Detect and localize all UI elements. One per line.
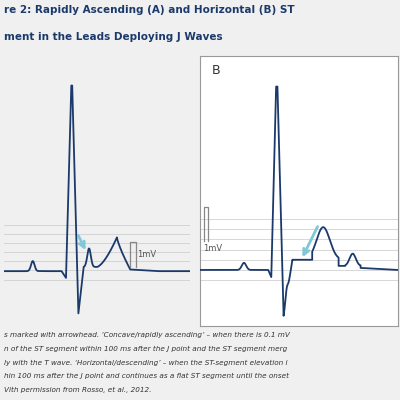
Text: n of the ST segment within 100 ms after the J point and the ST segment merg: n of the ST segment within 100 ms after … [4,346,287,352]
Text: Vith permission from Rosso, et al., 2012.: Vith permission from Rosso, et al., 2012… [4,387,151,393]
Text: B: B [212,64,220,77]
Text: ment in the Leads Deploying J Waves: ment in the Leads Deploying J Waves [4,32,223,42]
Text: 1mV: 1mV [137,250,156,259]
Text: ly with the T wave. ‘Horizontal/descending’ – when the ST-segment elevation i: ly with the T wave. ‘Horizontal/descendi… [4,359,288,366]
Text: re 2: Rapidly Ascending (A) and Horizontal (B) ST: re 2: Rapidly Ascending (A) and Horizont… [4,5,295,15]
Text: 1mV: 1mV [203,244,222,254]
Text: hin 100 ms after the J point and continues as a flat ST segment until the onset: hin 100 ms after the J point and continu… [4,373,289,379]
Text: s marked with arrowhead. ‘Concave/rapidly ascending’ – when there is 0.1 mV: s marked with arrowhead. ‘Concave/rapidl… [4,332,290,338]
